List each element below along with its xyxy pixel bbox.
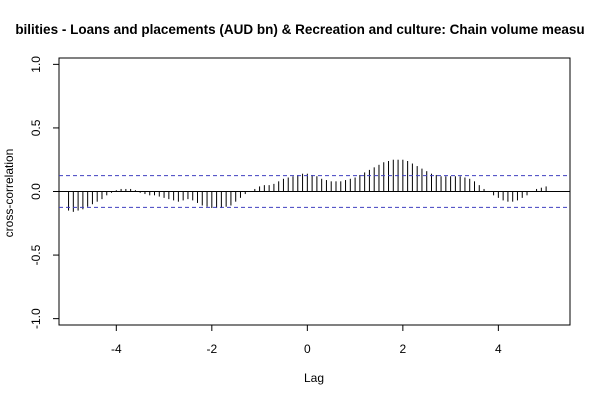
y-tick-label: 0.5 xyxy=(29,119,43,136)
ccf-bars xyxy=(68,159,547,212)
x-axis: -4 -2 0 2 4 xyxy=(111,325,502,356)
y-axis: -1.0 -0.5 0.0 0.5 1.0 xyxy=(29,56,59,329)
y-tick-label: 0.0 xyxy=(29,183,43,200)
x-axis-label: Lag xyxy=(304,371,324,385)
y-tick-label: -0.5 xyxy=(29,244,43,265)
x-tick-label: 2 xyxy=(400,342,407,356)
y-tick-label: -1.0 xyxy=(29,308,43,329)
x-tick-label: 0 xyxy=(304,342,311,356)
y-tick-label: 1.0 xyxy=(29,56,43,73)
x-tick-label: 4 xyxy=(495,342,502,356)
x-tick-label: -4 xyxy=(111,342,122,356)
y-axis-label: cross-correlation xyxy=(2,149,16,238)
x-tick-label: -2 xyxy=(206,342,217,356)
chart-title: bilities - Loans and placements (AUD bn)… xyxy=(15,22,584,37)
